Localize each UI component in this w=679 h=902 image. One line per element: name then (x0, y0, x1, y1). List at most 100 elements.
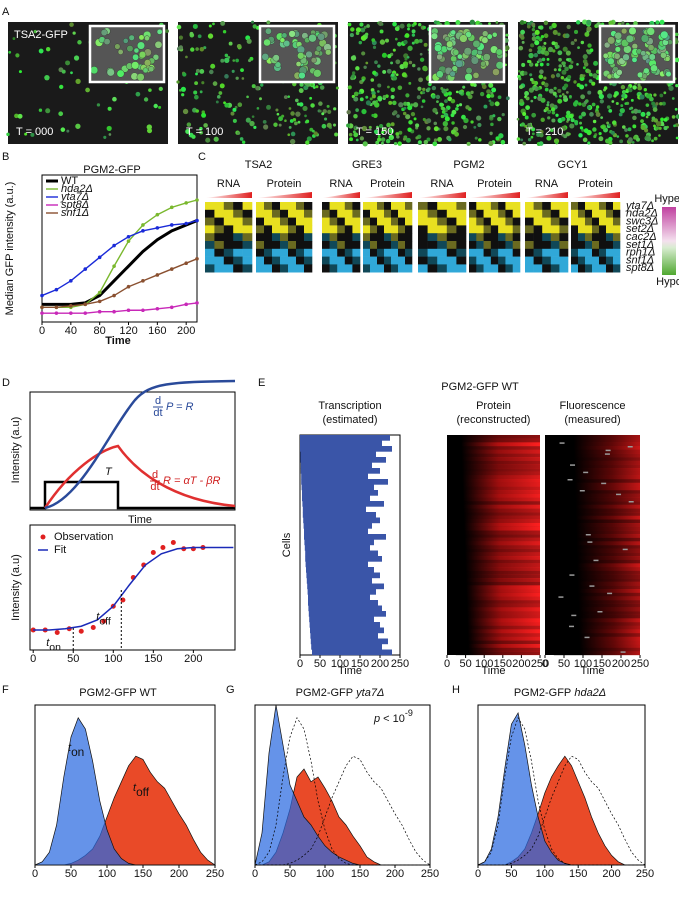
heatmap-cell (337, 248, 346, 257)
heatmap-row (451, 541, 540, 546)
heatmap-cell (272, 264, 281, 273)
heatmap-cell (329, 241, 338, 250)
cell (655, 20, 660, 25)
x-tick-label: 200 (170, 868, 188, 880)
cell (426, 126, 431, 131)
cell (263, 38, 271, 47)
cell (193, 90, 198, 95)
cell (520, 29, 526, 35)
heatmap-cell (418, 225, 428, 234)
cell (418, 23, 422, 27)
cell (380, 141, 384, 145)
cell (450, 55, 457, 63)
heatmap-cell (469, 241, 477, 250)
heatmap-row (454, 629, 540, 634)
speck (627, 446, 633, 448)
heatmap-row (550, 559, 640, 564)
cell (412, 102, 419, 108)
heatmap-cell (370, 202, 378, 211)
frame-time: T = 210 (526, 126, 563, 138)
cell (592, 127, 597, 132)
cell (562, 46, 568, 52)
heatmap-cell (344, 233, 353, 242)
heatmap-cell (223, 209, 234, 218)
cell (473, 125, 477, 129)
cell (576, 20, 581, 25)
cell (563, 83, 569, 88)
heatmap-row (547, 497, 640, 502)
heatmap-cell (525, 217, 534, 226)
heatmap-cell (418, 233, 428, 242)
bar (309, 622, 380, 628)
cell (614, 31, 622, 40)
cell (288, 125, 292, 129)
cell (593, 60, 599, 66)
heatmap-cell (498, 209, 506, 218)
cell (628, 26, 637, 35)
heatmap-cell (304, 202, 313, 211)
cell (482, 53, 491, 62)
cell (142, 67, 149, 74)
cell (154, 40, 163, 49)
heatmap-cell (363, 256, 371, 265)
cell (182, 72, 187, 77)
x-tick-label: 0 (39, 325, 45, 337)
symbol: t (68, 742, 72, 754)
cell (232, 59, 236, 62)
cell (534, 29, 540, 36)
cell (561, 125, 567, 131)
time-ramp (322, 192, 360, 198)
bar (300, 468, 380, 474)
heatmap-cell (405, 202, 413, 211)
heatmap-cell (606, 202, 614, 211)
cell (406, 55, 410, 59)
cell (137, 41, 145, 50)
point (155, 273, 160, 277)
x-tick-label: 200 (512, 658, 530, 670)
speck (570, 464, 576, 466)
legend-swatch (40, 534, 46, 540)
cell (359, 97, 364, 102)
cell (265, 27, 272, 35)
cell (546, 57, 550, 61)
cell (325, 49, 332, 56)
cell (103, 135, 107, 139)
speck (628, 501, 634, 503)
cell (386, 122, 391, 128)
heatmap-cell (469, 248, 477, 257)
heatmap-cell (592, 241, 600, 250)
heatmap-cell (456, 264, 467, 273)
heatmap-row (447, 438, 540, 443)
heatmap-cell (296, 256, 305, 265)
cell (668, 85, 674, 91)
cell (470, 56, 479, 65)
heatmap-cell (329, 233, 338, 242)
heatmap-cell (256, 202, 265, 211)
heatmap-cell (456, 233, 467, 242)
heatmap-cell (427, 202, 438, 211)
heatmap-cell (304, 256, 313, 265)
cell (516, 137, 521, 141)
heatmap-cell (585, 264, 593, 273)
heatmap-cell (512, 248, 521, 257)
cell (635, 137, 640, 142)
heatmap-cell (592, 256, 600, 265)
cell (405, 93, 410, 98)
cell (380, 137, 386, 142)
cell (283, 95, 288, 99)
heatmap-cell (525, 241, 534, 250)
cell (472, 72, 480, 79)
heatmap-cell (223, 248, 234, 257)
heatmap-cell (469, 217, 477, 226)
heatmap-cell (233, 241, 243, 250)
bar (300, 451, 376, 458)
column-label: Protein (477, 178, 512, 190)
plot-frame (41, 174, 198, 323)
cell (455, 107, 459, 111)
column-label: Protein (370, 178, 405, 190)
heatmap-cell (391, 241, 399, 250)
cell (135, 91, 141, 97)
heatmap-cell (559, 256, 569, 265)
heatmap-row (452, 567, 540, 571)
cell (416, 95, 421, 100)
